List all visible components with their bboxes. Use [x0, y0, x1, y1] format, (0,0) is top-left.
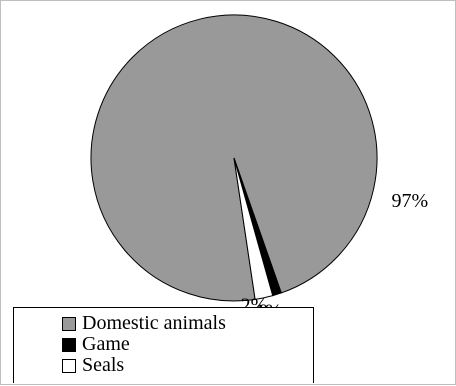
legend-label-domestic-animals: Domestic animals: [82, 312, 226, 334]
legend-label-seals: Seals: [82, 354, 125, 376]
legend-swatch-seals: [62, 358, 76, 373]
legend-swatch-domestic-animals: [62, 316, 76, 331]
legend-swatch-game: [62, 337, 76, 352]
legend-item-game: Game: [62, 334, 313, 355]
legend-label-game: Game: [82, 333, 130, 355]
pie-slices: [90, 14, 378, 302]
legend-item-domestic-animals: Domestic animals: [62, 313, 313, 334]
pie-label-domestic-animals: 97%: [391, 190, 428, 212]
legend: Domestic animals Game Seals: [13, 307, 314, 383]
pie-slice-seals: [233, 157, 274, 300]
legend-item-seals: Seals: [62, 355, 313, 376]
